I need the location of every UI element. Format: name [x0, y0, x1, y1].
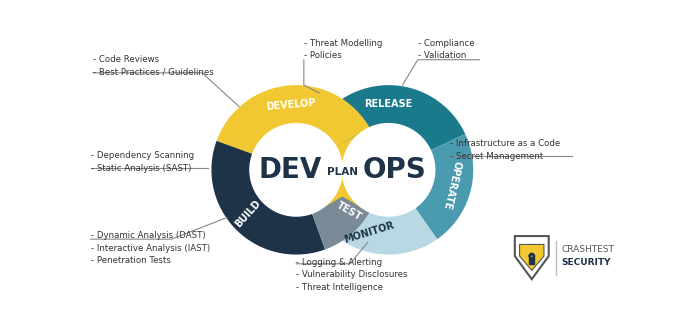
Polygon shape: [216, 85, 369, 154]
Text: OPS: OPS: [363, 156, 426, 184]
Polygon shape: [312, 127, 381, 250]
Text: - Infrastructure as a Code
- Secret Management: - Infrastructure as a Code - Secret Mana…: [450, 139, 560, 161]
Text: PLAN: PLAN: [327, 167, 358, 177]
Polygon shape: [415, 134, 473, 239]
Circle shape: [250, 124, 342, 216]
Polygon shape: [311, 85, 465, 150]
Text: - Logging & Alerting
- Vulnerability Disclosures
- Threat Intelligence: - Logging & Alerting - Vulnerability Dis…: [296, 258, 407, 292]
Text: - Compliance
- Validation: - Compliance - Validation: [418, 39, 475, 61]
Polygon shape: [336, 127, 381, 212]
Bar: [529, 258, 534, 264]
Polygon shape: [211, 141, 325, 255]
Text: - Threat Modelling
- Policies: - Threat Modelling - Policies: [304, 39, 382, 61]
Polygon shape: [304, 127, 349, 212]
Polygon shape: [304, 134, 347, 199]
Text: - Dependency Scanning
- Static Analysis (SAST): - Dependency Scanning - Static Analysis …: [90, 151, 194, 173]
Text: MONITOR: MONITOR: [343, 220, 396, 245]
Text: OPERATE: OPERATE: [442, 159, 463, 210]
Text: - Dynamic Analysis (DAST)
- Interactive Analysis (IAST)
- Penetration Tests: - Dynamic Analysis (DAST) - Interactive …: [90, 231, 209, 265]
Text: - Code Reviews
- Best Practices / Guidelines: - Code Reviews - Best Practices / Guidel…: [93, 55, 214, 77]
Text: BUILD: BUILD: [233, 198, 262, 229]
Text: TEST: TEST: [335, 201, 364, 223]
Text: DEV: DEV: [258, 156, 322, 184]
Text: RELEASE: RELEASE: [364, 99, 413, 110]
Circle shape: [342, 124, 435, 216]
Polygon shape: [520, 244, 544, 270]
Text: SECURITY: SECURITY: [562, 258, 611, 267]
Polygon shape: [309, 186, 437, 255]
Text: DEVELOP: DEVELOP: [265, 98, 316, 112]
Text: CRASHTEST: CRASHTEST: [562, 245, 615, 255]
